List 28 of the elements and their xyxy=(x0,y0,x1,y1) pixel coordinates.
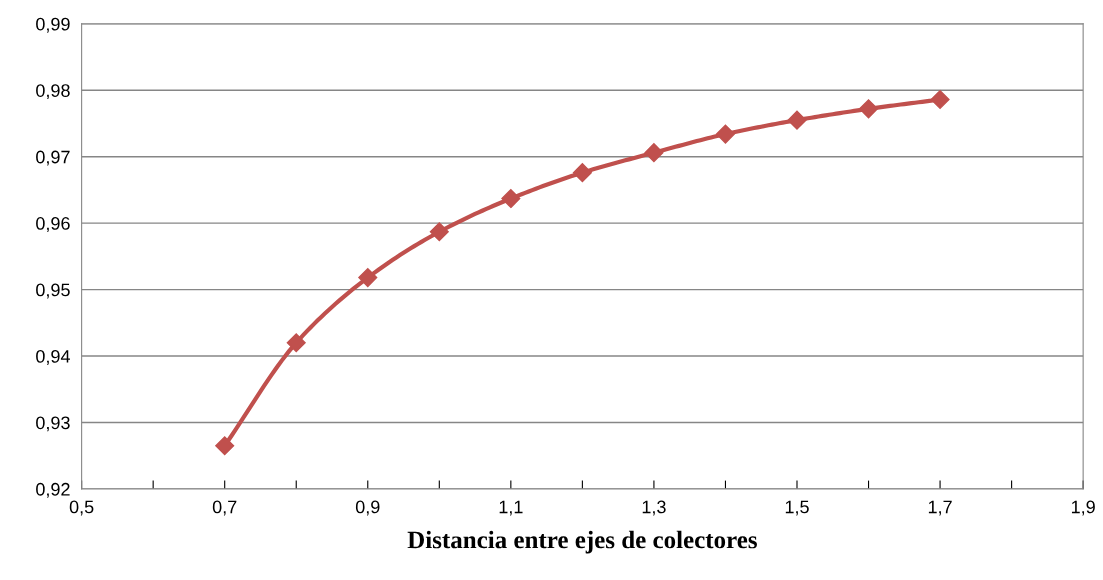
point xyxy=(358,268,378,288)
point xyxy=(930,90,950,110)
point xyxy=(572,163,592,183)
point xyxy=(858,99,879,119)
y-tick-label: 0,92 xyxy=(36,482,70,498)
y-tick-label: 0,93 xyxy=(36,416,70,432)
y-tick-label: 0,98 xyxy=(36,84,70,100)
point xyxy=(501,189,521,209)
x-axis-title: Distancia entre ejes de colectores xyxy=(407,530,757,554)
x-tick-label: 1,5 xyxy=(785,500,809,516)
point xyxy=(429,222,449,242)
y-tick-label: 0,99 xyxy=(36,17,70,33)
x-tick-label: 0,7 xyxy=(212,500,237,516)
point xyxy=(286,333,306,353)
x-tick-label: 0,5 xyxy=(69,500,94,516)
y-tick-label: 0,96 xyxy=(36,217,70,232)
point xyxy=(215,436,235,456)
x-tick-label: 1,9 xyxy=(1071,500,1095,516)
x-tick-label: 1,3 xyxy=(642,500,666,516)
point xyxy=(644,143,664,163)
x-tick-label: 1,1 xyxy=(499,500,523,516)
y-tick-label: 0,97 xyxy=(36,150,70,166)
x-tick-label: 1,7 xyxy=(928,500,952,516)
y-tick-label: 0,95 xyxy=(36,283,70,299)
x-tick-label: 0,9 xyxy=(355,500,380,516)
point xyxy=(787,110,807,130)
point xyxy=(715,124,735,144)
y-tick-label: 0,94 xyxy=(36,349,70,365)
